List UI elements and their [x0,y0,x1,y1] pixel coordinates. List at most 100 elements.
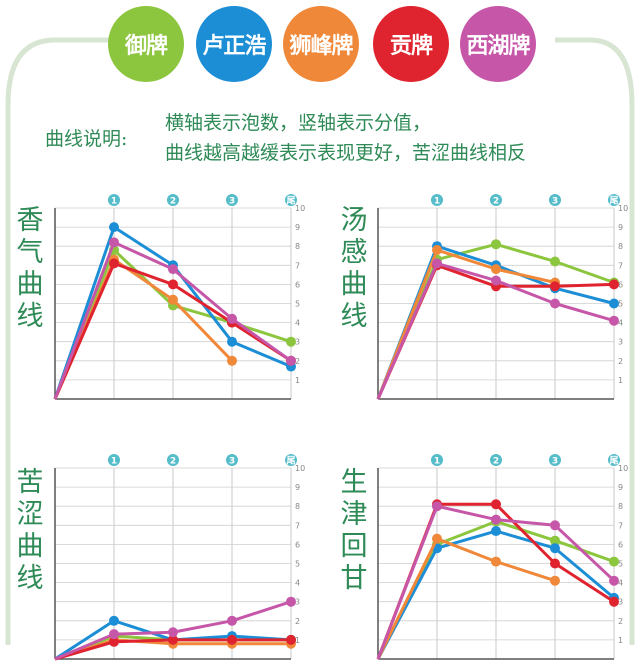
brand-label: 卢正浩 [202,34,266,59]
panel-title-aroma: 香气曲线 [16,205,44,332]
series-point [286,634,296,645]
y-tick-label: 6 [295,540,300,549]
series-point [491,264,501,275]
x-tick-marker [608,454,620,466]
x-tick-marker [226,454,238,466]
series-point [109,636,119,647]
chart-bitterness: 1 2 3 4 5 6 7 8 9 10 1 2 3 尾 [54,454,305,661]
y-tick-label: 5 [295,300,300,309]
panel-title-sweet-aftertaste: 生津回甘 [340,467,368,594]
y-tick-label: 10 [618,464,628,473]
y-tick-label: 9 [295,223,300,232]
series-point [432,258,442,269]
y-tick-label: 3 [618,598,623,607]
series-point [432,501,442,512]
series-point [109,237,119,248]
series-point [227,336,237,347]
series-point [168,294,178,305]
series-point [227,634,237,645]
x-tick-marker [167,194,179,206]
x-tick-marker [108,194,120,206]
series-point [432,245,442,256]
series-point [109,629,119,640]
series-point [550,543,560,554]
x-tick-label: 1 [111,197,117,207]
series-point [550,575,560,586]
chart-sweet-aftertaste: 1 2 3 4 5 6 7 8 9 10 1 2 3 尾 [376,454,628,660]
series-point [550,535,560,546]
brand-label: 贡牌 [389,34,433,59]
series-point [227,355,237,366]
y-tick-label: 4 [295,579,300,588]
y-tick-label: 8 [295,502,300,511]
y-tick-label: 4 [295,319,300,328]
note-line-2: 曲线越高越缓表示表现更好，苦涩曲线相反 [165,142,527,164]
x-tick-label: 2 [170,457,176,467]
grid [55,467,292,659]
brand-badge-shifengpai: 狮峰牌 [283,6,359,82]
x-tick-label: 2 [170,197,176,207]
y-tick-label: 9 [295,483,300,492]
x-tick-marker [608,194,620,206]
y-tick-label: 1 [618,376,623,385]
series-point [286,336,296,347]
x-tick-marker [167,454,179,466]
brand-label: 御牌 [124,34,168,59]
series-point [491,514,501,525]
y-tick-label: 3 [295,338,300,347]
series-point [227,313,237,324]
series-point [609,298,619,309]
x-tick-label: 3 [552,197,558,207]
x-tick-label: 3 [552,457,558,467]
series-point [609,556,619,567]
x-tick-label: 3 [229,197,235,207]
series-point [168,634,178,645]
y-tick-label: 1 [295,636,300,645]
x-tick-marker [108,454,120,466]
brand-badge-luzhenghao: 卢正浩 [196,6,272,82]
y-tick-label: 7 [618,521,623,530]
x-tick-marker [431,194,443,206]
x-tick-marker [285,194,297,206]
series-point [491,526,501,537]
panel-title-soup: 汤感曲线 [340,205,368,332]
series-line [376,537,556,660]
y-tick-label: 6 [295,280,300,289]
x-tick-label: 尾 [608,196,618,207]
y-tick-label: 7 [618,261,623,270]
series-point [609,596,619,607]
x-tick-label: 尾 [285,196,295,207]
brand-badge-yupai: 御牌 [108,6,184,82]
series-point [609,575,619,586]
y-tick-label: 8 [618,242,623,251]
y-tick-label: 5 [295,560,300,569]
series-point [609,279,619,290]
x-tick-label: 尾 [608,456,618,467]
x-tick-label: 2 [493,197,499,207]
x-tick-label: 1 [111,457,117,467]
x-tick-marker [431,454,443,466]
series-line [376,248,556,400]
note-line-1: 横轴表示泡数，竖轴表示分值， [165,112,432,134]
series-point [109,258,119,269]
y-tick-label: 4 [618,579,623,588]
y-tick-label: 9 [618,223,623,232]
chart-soup: 1 2 3 4 5 6 7 8 9 10 1 2 3 尾 [376,194,628,400]
y-tick-label: 4 [618,319,623,328]
series-point [168,264,178,275]
x-tick-marker [490,454,502,466]
y-tick-label: 10 [295,464,305,473]
y-tick-label: 2 [295,357,300,366]
y-tick-label: 10 [618,204,628,213]
y-tick-label: 5 [618,300,623,309]
x-tick-label: 1 [434,457,440,467]
x-tick-marker [226,194,238,206]
series-point [168,627,178,638]
x-tick-marker [285,454,297,466]
series-point [550,256,560,267]
note-label: 曲线说明: [45,128,128,150]
series-point [550,558,560,569]
series-point [286,355,296,366]
brand-badge-xihupai: 西湖牌 [460,6,536,82]
y-tick-label: 6 [618,280,623,289]
